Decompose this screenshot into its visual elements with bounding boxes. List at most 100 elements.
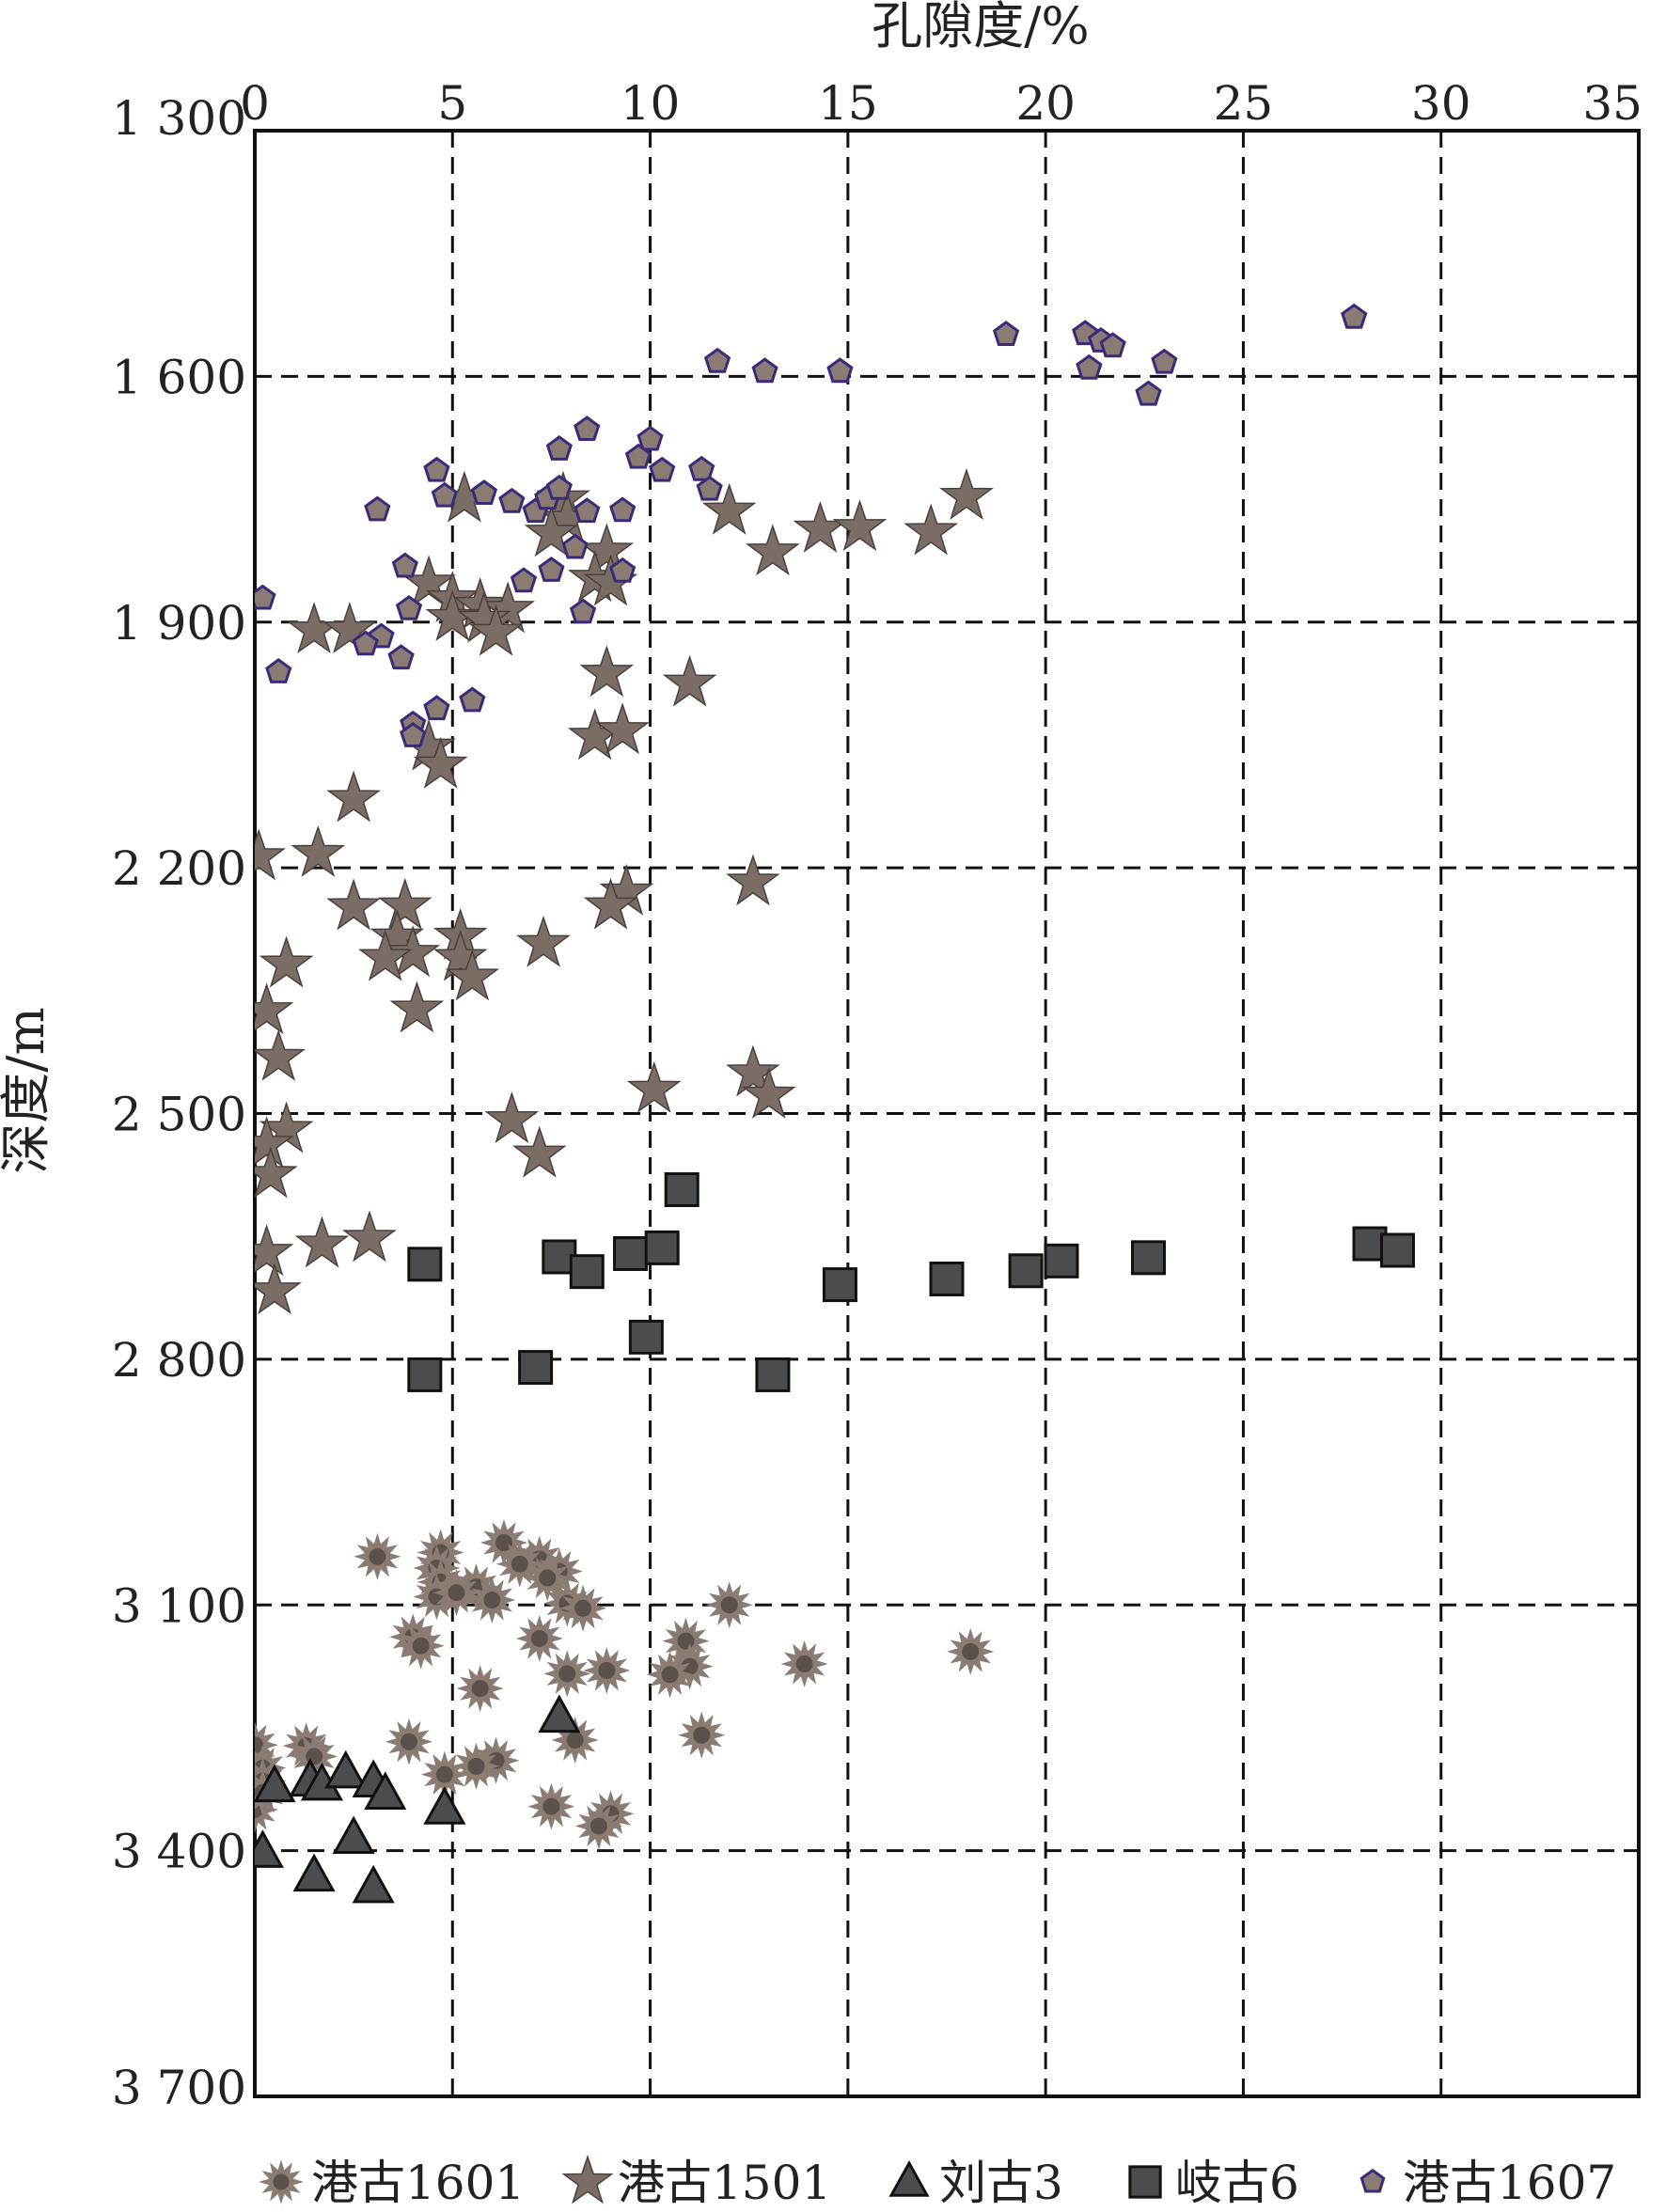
- data-point: [741, 1066, 796, 1119]
- data-point: [354, 1532, 401, 1580]
- data-point: [1341, 303, 1368, 329]
- data-point: [413, 736, 468, 789]
- data-point: [456, 1665, 504, 1713]
- y-tick-label: 3 700: [112, 2061, 246, 2115]
- data-point: [543, 1650, 591, 1698]
- legend-label: 港古1607: [1403, 2156, 1616, 2210]
- marker-core: [511, 1555, 528, 1573]
- data-point: [265, 658, 292, 683]
- y-tick-label: 2 500: [112, 1088, 246, 1142]
- marker-core: [574, 1599, 592, 1617]
- data-points: [255, 303, 1415, 1904]
- data-point: [423, 695, 450, 721]
- data-point: [255, 1146, 298, 1199]
- data-point: [407, 1247, 443, 1282]
- marker-core: [273, 2173, 290, 2190]
- series-square: [407, 1172, 1415, 1392]
- data-point: [574, 1802, 622, 1850]
- marker-core: [661, 1666, 679, 1684]
- data-point: [559, 1584, 607, 1632]
- marker-core: [720, 1596, 738, 1614]
- data-point: [666, 1642, 714, 1690]
- data-point: [364, 1771, 407, 1811]
- data-point: [259, 935, 314, 988]
- series-triangle: [255, 1694, 581, 1904]
- data-point: [561, 533, 589, 559]
- legend-item: 港古1607: [1360, 2156, 1616, 2210]
- series-star: [255, 468, 994, 1315]
- data-point: [1076, 353, 1103, 380]
- data-point: [326, 770, 382, 823]
- marker-core: [598, 1661, 616, 1679]
- data-point: [947, 1627, 995, 1675]
- marker-core: [483, 1592, 501, 1609]
- legend-marker: [888, 2159, 930, 2197]
- legend-marker: [1128, 2165, 1162, 2199]
- data-point: [425, 589, 480, 641]
- grid-lines: [255, 131, 1639, 2096]
- data-point: [391, 552, 418, 578]
- legend-label: 港古1601: [311, 2156, 525, 2210]
- marker-core: [589, 1817, 607, 1835]
- data-point: [569, 598, 597, 624]
- legend-marker: [259, 2159, 304, 2204]
- y-tick-label: 3 100: [112, 1578, 246, 1633]
- data-point: [688, 455, 715, 481]
- marker-core: [539, 1569, 557, 1587]
- data-point: [524, 1554, 572, 1602]
- data-point: [352, 1864, 395, 1904]
- data-point: [626, 1060, 682, 1113]
- legend-item: 港古1501: [561, 2155, 831, 2210]
- data-point: [726, 854, 780, 906]
- marker-core: [693, 1726, 711, 1744]
- data-point: [574, 416, 601, 441]
- data-point: [649, 456, 676, 482]
- data-point: [459, 686, 486, 713]
- data-point: [332, 1815, 375, 1855]
- data-point: [646, 1651, 694, 1699]
- marker-core: [401, 1733, 418, 1750]
- data-point: [352, 630, 379, 656]
- data-point: [628, 1319, 664, 1355]
- data-point: [624, 443, 652, 469]
- legend-label: 岐古6: [1175, 2156, 1299, 2210]
- data-point: [1008, 1253, 1044, 1289]
- data-point: [255, 1028, 306, 1081]
- x-tick-label: 30: [1411, 76, 1471, 131]
- y-axis-title: 深度/m: [0, 1007, 55, 1173]
- data-point: [574, 497, 601, 524]
- data-point: [432, 929, 488, 981]
- data-point: [385, 1718, 432, 1765]
- data-point: [468, 604, 524, 656]
- y-tick-label: 2 800: [112, 1333, 246, 1388]
- data-point: [524, 505, 579, 557]
- data-point: [495, 1540, 543, 1588]
- y-axis-ticks: 1 300 1 600 1 900 2 200 2 500 2 800 3 100 3 400…: [112, 91, 246, 2115]
- plot-frame: [253, 129, 1641, 2098]
- data-point: [939, 468, 994, 521]
- marker-core: [681, 1657, 699, 1675]
- data-point: [294, 1216, 350, 1268]
- x-tick-label: 25: [1214, 76, 1274, 131]
- data-point: [291, 824, 346, 877]
- data-point: [397, 1622, 445, 1670]
- data-point: [992, 321, 1020, 346]
- data-point: [1130, 1240, 1166, 1276]
- x-tick-label: 20: [1015, 76, 1076, 131]
- data-point: [389, 980, 445, 1033]
- data-point: [1151, 348, 1178, 374]
- marker-core: [962, 1642, 980, 1660]
- data-point: [452, 1742, 500, 1790]
- data-point: [751, 357, 778, 384]
- marker-core: [558, 1665, 576, 1683]
- data-point: [387, 644, 415, 670]
- x-tick-label: 0: [240, 76, 270, 131]
- legend-marker: [1360, 2168, 1386, 2193]
- legend-marker: [561, 2155, 614, 2204]
- data-point: [613, 1235, 649, 1271]
- data-point: [468, 1577, 516, 1624]
- data-point: [480, 1519, 527, 1566]
- data-point: [511, 1125, 567, 1178]
- data-point: [510, 567, 538, 593]
